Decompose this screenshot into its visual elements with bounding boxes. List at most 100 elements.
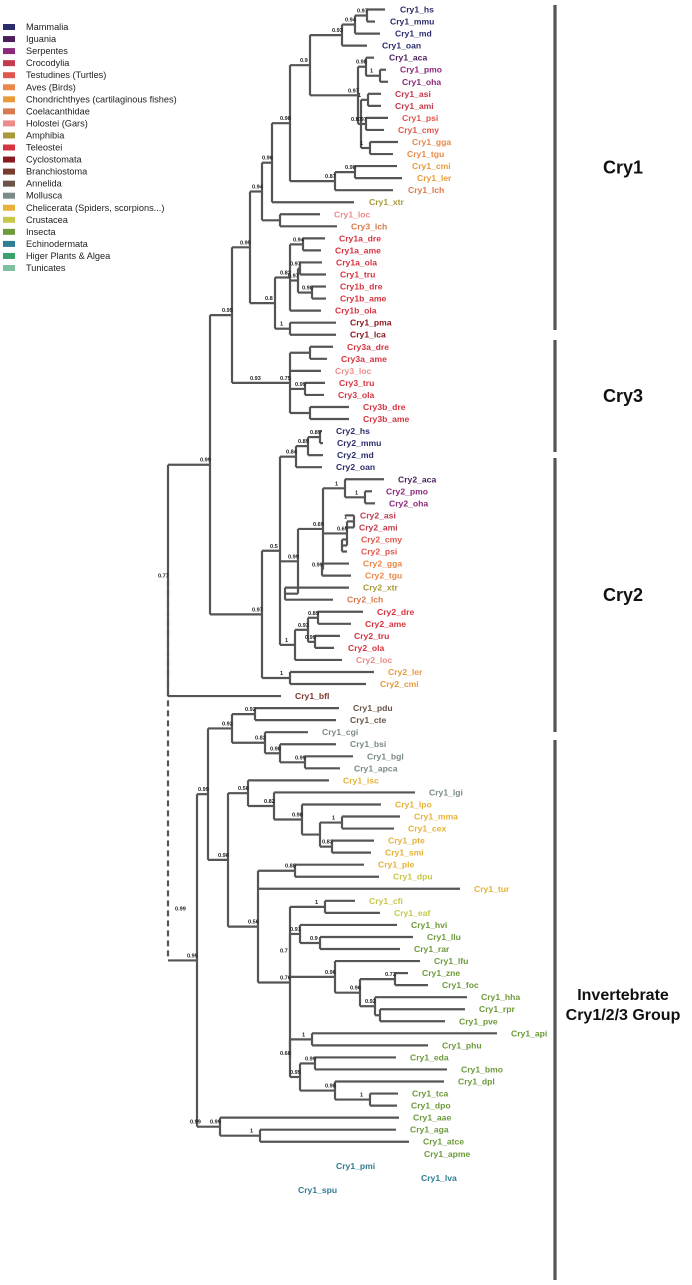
support-value: 0.95	[240, 240, 251, 246]
support-value: 1	[332, 816, 335, 822]
legend-swatch	[3, 36, 15, 43]
leaf-label: Cry2_mmu	[337, 438, 381, 448]
support-value: 0.89	[298, 439, 309, 445]
leaf-label: Cry2_cmi	[380, 679, 419, 689]
legend-swatch	[3, 24, 15, 30]
leaf-label: Cry1_lpo	[395, 799, 432, 809]
support-value: 0.93	[332, 28, 343, 34]
leaf-label: Cry3_ola	[338, 390, 375, 400]
leaf-label: Cry2_tru	[354, 631, 389, 641]
support-value: 0.98	[356, 60, 367, 66]
leaf-label: Cry1_bsi	[350, 739, 386, 749]
leaf-label: Cry1_psi	[402, 113, 438, 123]
support-value: 0.99	[288, 554, 299, 560]
support-value: 0.88	[285, 864, 296, 870]
leaf-label: Cry1_bfl	[295, 691, 329, 701]
support-value: 0.5	[270, 544, 278, 550]
legend-label: Tunicates	[26, 263, 66, 273]
leaf-label: Cry1_phu	[442, 1040, 482, 1050]
leaf-label: Cry2_tgu	[365, 571, 402, 581]
leaf-label: Cry1_rar	[414, 944, 450, 954]
group-label: Cry1/2/3 Group	[566, 1007, 681, 1024]
leaf-label: Cry1_cmy	[398, 125, 439, 135]
legend-swatch	[3, 84, 15, 91]
support-value: 0.77	[158, 573, 169, 579]
leaf-label: Cry2_aca	[398, 474, 436, 484]
support-value: 0.87	[325, 174, 336, 180]
leaf-label: Cry1_cmi	[412, 161, 451, 171]
leaf-label: Cry3b_ame	[363, 414, 410, 424]
legend-label: Insecta	[26, 227, 57, 237]
support-value: 0.99	[210, 1120, 221, 1126]
leaf-label: Cry1_pte	[388, 836, 425, 846]
support-value: 0.99	[312, 563, 323, 569]
leaf-label: Cry1_cgi	[322, 727, 358, 737]
legend-label: Serpentes	[26, 46, 68, 56]
leaf-label: Cry1_hs	[400, 5, 434, 15]
leaf-label: Cry2_cmy	[361, 534, 402, 544]
leaf-label: Cry2_asi	[360, 510, 396, 520]
legend-swatch	[3, 60, 15, 67]
leaf-label: Cry3a_dre	[347, 342, 389, 352]
leaf-label: Cry1_ler	[417, 173, 452, 183]
leaf-label: Cry1_aga	[410, 1125, 449, 1135]
support-value: 0.69	[313, 522, 324, 528]
leaf-label: Cry2_pmo	[386, 486, 428, 496]
leaf-label: Cry1_spu	[298, 1185, 337, 1195]
legend-swatch	[3, 168, 15, 175]
support-value: 0.7	[280, 948, 288, 954]
leaf-label: Cry1_aae	[413, 1113, 451, 1123]
leaf-label: Cry1_mmu	[390, 17, 434, 27]
legend-label: Mollusca	[26, 191, 63, 201]
legend-label: Chondrichthyes (cartilaginous fishes)	[26, 94, 177, 104]
leaf-label: Cry1_lch	[408, 185, 444, 195]
legend-swatch	[3, 180, 15, 187]
support-value: 0.99	[305, 635, 316, 641]
support-value: 0.99	[198, 787, 209, 793]
leaf-label: Cry1_pma	[350, 318, 392, 328]
leaf-label: Cry1_foc	[442, 980, 479, 990]
support-value: 1	[315, 900, 318, 906]
leaf-label: Cry1_hvi	[411, 920, 447, 930]
leaf-label: Cry1_asi	[395, 89, 431, 99]
leaf-label: Cry1a_dre	[339, 233, 381, 243]
legend-swatch	[3, 216, 15, 223]
support-value: 0.97	[290, 261, 301, 267]
legend-swatch	[3, 120, 15, 127]
support-value: 1	[335, 481, 338, 487]
leaf-label: Cry1_bgl	[367, 751, 404, 761]
legend-swatch	[3, 48, 15, 55]
support-value: 0.94	[345, 18, 357, 24]
support-value: 0.82	[280, 271, 291, 277]
support-value: 1	[302, 1032, 305, 1038]
leaf-label: Cry1_md	[395, 29, 432, 39]
leaf-label: Cry1_rpr	[479, 1004, 515, 1014]
leaf-label: Cry3_tru	[339, 378, 374, 388]
leaf-label: Cry1_llu	[427, 932, 461, 942]
group-label: Cry3	[603, 386, 643, 406]
leaf-label: Cry1_dpl	[458, 1077, 495, 1087]
support-value: 0.99	[190, 1120, 201, 1126]
leaf-label: Cry2_psi	[361, 547, 397, 557]
support-value: 0.68	[280, 1051, 291, 1057]
support-value: 0.75	[280, 376, 291, 382]
legend-label: Coelacanthidae	[26, 106, 90, 116]
group-label: Invertebrate	[577, 987, 669, 1004]
support-value: 0.99	[175, 906, 186, 912]
support-value: 1	[355, 490, 358, 496]
leaf-label: Cry1_smi	[385, 848, 424, 858]
legend-swatch	[3, 144, 15, 151]
leaf-label: Cry1_eda	[410, 1052, 449, 1062]
leaf-label: Cry1_cex	[408, 824, 446, 834]
leaf-label: Cry1_xtr	[369, 197, 405, 207]
legend-swatch	[3, 252, 15, 259]
legend-label: Iguania	[26, 34, 57, 44]
leaf-label: Cry1_loc	[334, 209, 371, 219]
legend-label: Teleostei	[26, 143, 62, 153]
support-value: 0.99	[295, 755, 306, 761]
support-value: 0.84	[286, 450, 298, 456]
leaf-label: Cry2_gga	[363, 559, 402, 569]
support-value: 0.82	[255, 736, 266, 742]
leaf-label: Cry2_loc	[356, 655, 393, 665]
legend-swatch	[3, 72, 15, 79]
